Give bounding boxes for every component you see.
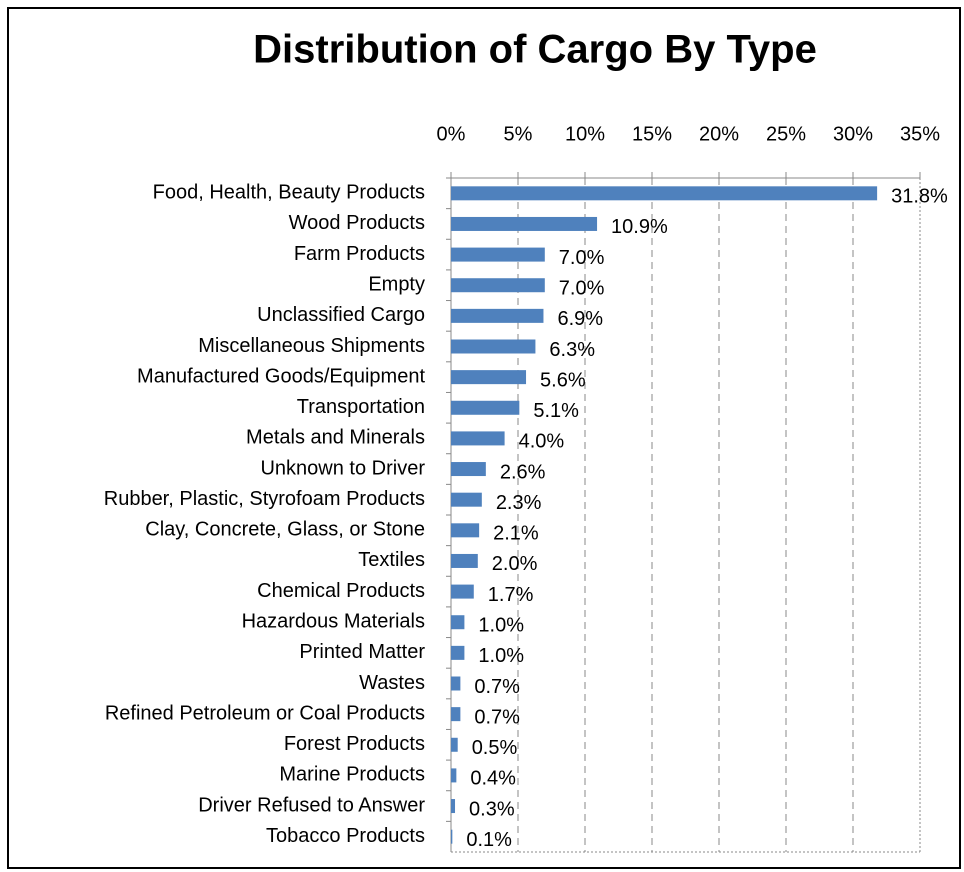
y-tick-label: Unclassified Cargo [257,304,425,326]
data-label: 2.0% [492,553,538,575]
bar [451,186,878,201]
data-label: 7.0% [559,247,605,269]
y-tick-label: Farm Products [294,243,425,265]
data-label: 4.0% [519,431,565,453]
bar [451,308,544,323]
y-tick-label: Empty [368,274,425,296]
y-tick-label: Tobacco Products [266,825,425,847]
data-label: 2.6% [500,461,546,483]
bar [451,216,598,231]
bar [451,737,458,752]
data-label: 2.1% [493,523,539,545]
data-label: 0.7% [474,676,520,698]
data-label: 1.7% [488,584,534,606]
data-label: 6.9% [557,308,603,330]
data-label: 6.3% [549,339,595,361]
bar [451,707,461,722]
y-tick-label: Manufactured Goods/Equipment [137,365,425,387]
data-label: 2.3% [496,492,542,514]
x-tick-label: 30% [833,123,873,145]
bar [451,768,457,783]
data-label: 10.9% [611,216,668,238]
y-tick-label: Printed Matter [299,641,425,663]
data-label: 1.0% [478,615,524,637]
bar [451,553,478,568]
bar [451,676,461,691]
bar [451,645,465,660]
y-tick-label: Driver Refused to Answer [198,794,425,816]
data-label: 0.4% [470,768,516,790]
x-tick-label: 20% [699,123,739,145]
data-label: 0.3% [469,798,515,820]
bar [451,339,536,354]
chart-title: Distribution of Cargo By Type [253,28,817,72]
x-tick-label: 10% [565,123,605,145]
data-label: 7.0% [559,278,605,300]
bar [451,400,520,415]
y-tick-label: Unknown to Driver [260,457,425,479]
y-tick-label: Hazardous Materials [242,611,425,633]
bar [451,584,474,599]
data-label: 0.5% [472,737,518,759]
bar [451,523,480,538]
y-tick-label: Wood Products [289,212,425,234]
y-tick-label: Transportation [297,396,425,418]
bar [451,431,505,446]
bar [451,615,465,630]
data-label: 1.0% [478,645,524,667]
y-tick-label: Metals and Minerals [246,427,425,449]
bar [451,247,545,262]
bar [451,492,482,507]
bar [451,278,545,293]
data-label: 5.6% [540,369,586,391]
x-tick-label: 0% [437,123,466,145]
y-tick-label: Food, Health, Beauty Products [153,182,425,204]
x-tick-label: 5% [504,123,533,145]
bar [451,829,453,844]
y-tick-label: Forest Products [284,733,425,755]
y-tick-label: Clay, Concrete, Glass, or Stone [145,519,425,541]
y-tick-label: Refined Petroleum or Coal Products [105,702,425,724]
bar [451,799,456,814]
y-tick-label: Miscellaneous Shipments [198,335,425,357]
data-label: 31.8% [891,186,948,208]
data-label: 0.7% [474,706,520,728]
y-tick-label: Rubber, Plastic, Styrofoam Products [104,488,425,510]
x-tick-label: 35% [900,123,940,145]
bar [451,462,486,477]
y-tick-label: Textiles [358,549,425,571]
data-label: 5.1% [533,400,579,422]
bar [451,370,527,385]
x-tick-label: 15% [632,123,672,145]
y-tick-label: Chemical Products [257,580,425,602]
y-tick-label: Marine Products [279,764,425,786]
data-label: 0.1% [466,829,512,851]
y-tick-label: Wastes [359,672,425,694]
x-tick-label: 25% [766,123,806,145]
